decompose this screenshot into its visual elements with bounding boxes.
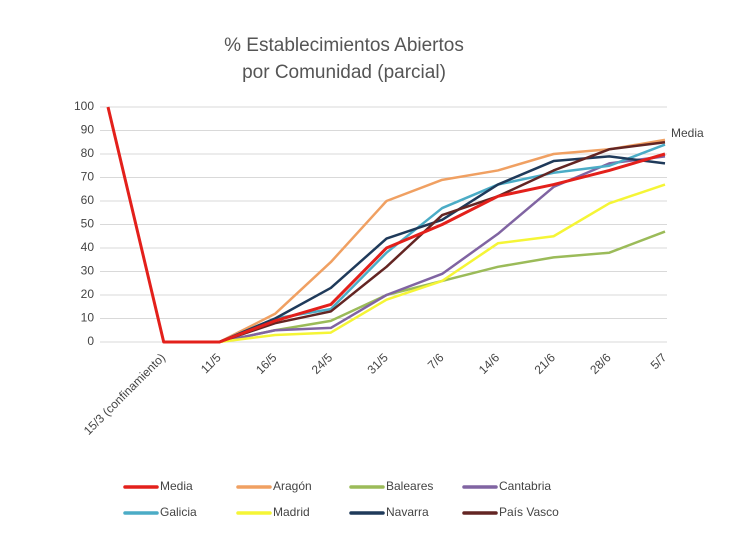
y-tick-label: 60 — [81, 193, 95, 207]
series-line — [163, 155, 666, 344]
legend-label: Galicia — [160, 505, 197, 519]
y-tick-label: 70 — [81, 170, 95, 184]
y-tick-label: 20 — [81, 287, 95, 301]
x-tick-label: 5/7 — [648, 350, 670, 372]
y-tick-label: 10 — [81, 311, 95, 325]
annotation: Media — [671, 126, 704, 140]
y-tick-label: 50 — [81, 217, 95, 231]
x-tick-label: 15/3 (confinamiento) — [81, 350, 168, 437]
x-tick-label: 31/5 — [364, 350, 391, 377]
legend-label: Media — [160, 479, 193, 493]
x-tick-label: 11/5 — [198, 350, 224, 376]
legend-label: País Vasco — [499, 505, 559, 519]
y-tick-label: 80 — [81, 146, 95, 160]
x-tick-label: 16/5 — [253, 350, 280, 377]
legend-label: Madrid — [273, 505, 310, 519]
chart-title: % Establecimientos Abiertos — [224, 35, 464, 56]
x-tick-label: 21/6 — [532, 350, 559, 377]
series-line — [163, 138, 666, 344]
series-line — [106, 106, 666, 344]
chart-title: por Comunidad (parcial) — [242, 62, 446, 83]
series-line — [163, 183, 666, 344]
x-tick-label: 14/6 — [476, 350, 503, 377]
legend-label: Cantabria — [499, 479, 551, 493]
x-tick-label: 7/6 — [425, 350, 447, 372]
y-tick-label: 100 — [74, 99, 94, 113]
y-tick-label: 90 — [81, 123, 95, 137]
series-line — [163, 155, 666, 344]
x-tick-label: 28/6 — [587, 350, 614, 377]
legend-label: Navarra — [386, 505, 429, 519]
y-tick-label: 30 — [81, 264, 95, 278]
legend-label: Aragón — [273, 479, 312, 493]
x-tick-label: 24/5 — [309, 350, 336, 377]
legend-label: Baleares — [386, 479, 433, 493]
y-tick-label: 0 — [87, 334, 94, 348]
y-tick-label: 40 — [81, 240, 95, 254]
